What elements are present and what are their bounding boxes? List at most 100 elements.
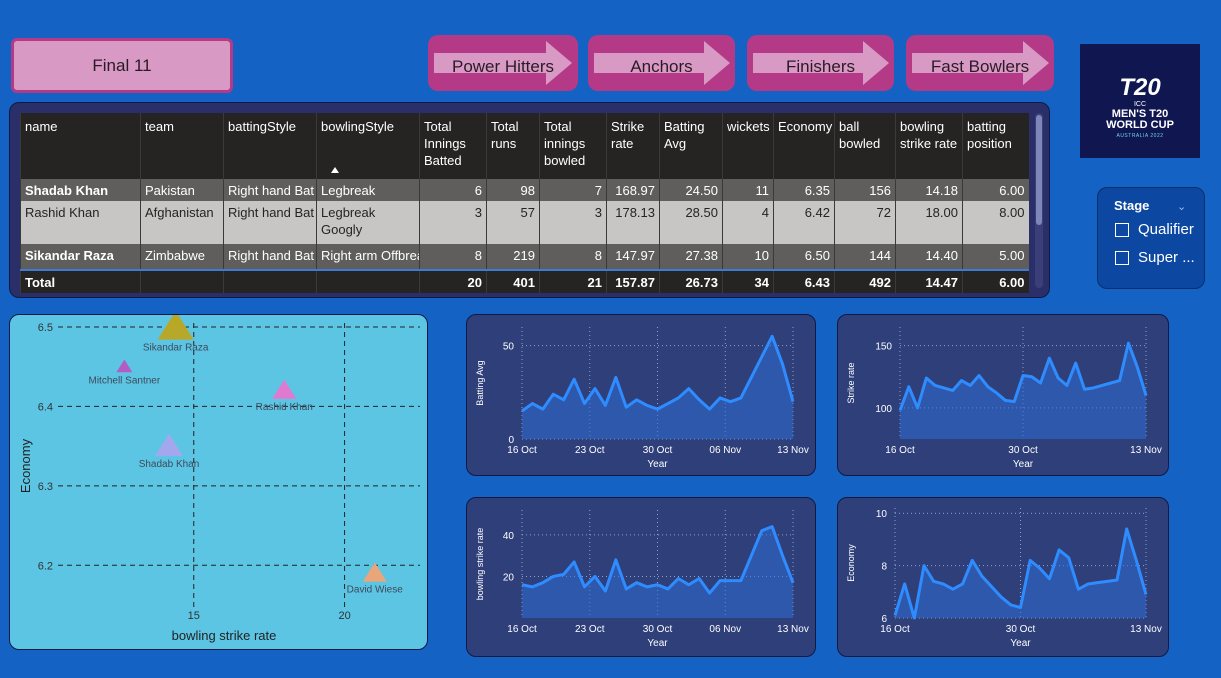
- cell: 10: [722, 244, 774, 270]
- logo-icc-text: ICC: [1133, 101, 1147, 108]
- finishers-label: Finishers: [786, 57, 855, 76]
- point-label: Sikandar Raza: [143, 343, 209, 354]
- cell: Sikandar Raza: [20, 244, 141, 270]
- arrow-shape-icon: [594, 41, 730, 85]
- cell: 11: [722, 179, 774, 201]
- series-line: [893, 527, 1148, 620]
- cell: Right arm Offbreak: [316, 244, 420, 270]
- point-label: Mitchell Santner: [89, 375, 161, 386]
- sort-ascending-icon[interactable]: [331, 167, 339, 173]
- finishers-button[interactable]: Finishers: [747, 35, 894, 91]
- cell: 6: [419, 179, 487, 201]
- col-header[interactable]: batting position: [962, 113, 1029, 179]
- y-tick-label: 20: [503, 572, 515, 583]
- table-header-row: name team battingStyle bowlingStyle Tota…: [20, 113, 1029, 179]
- table-row[interactable]: Sikandar Raza Zimbabwe Right hand Bat Ri…: [20, 244, 1029, 270]
- slicer-option-qualifier[interactable]: Qualifier: [1115, 221, 1194, 238]
- cell: 18.00: [895, 201, 963, 244]
- bowling-sr-area-svg: 20 40 16 Oct 23 Oct 30 Oct 06 Nov 13 Nov Year bo…: [475, 510, 809, 649]
- area-fill: [522, 336, 793, 439]
- cell: Legbreak Googly: [316, 201, 420, 244]
- cell: Shadab Khan: [20, 179, 141, 201]
- x-axis-title: Year: [1013, 459, 1034, 470]
- x-tick-label: 13 Nov: [1130, 445, 1162, 456]
- y-axis-title: Strike rate: [846, 362, 856, 403]
- bowling-sr-chart: 20 40 16 Oct 23 Oct 30 Oct 06 Nov 13 Nov Year bo…: [466, 497, 816, 657]
- col-header[interactable]: bowling strike rate: [895, 113, 963, 179]
- final-11-button[interactable]: Final 11: [11, 38, 233, 93]
- option-label: Qualifier: [1138, 221, 1194, 238]
- col-header[interactable]: battingStyle: [223, 113, 317, 179]
- table-scrollbar[interactable]: [1035, 113, 1043, 288]
- y-tick-label: 40: [503, 531, 515, 542]
- cell: 7: [539, 179, 607, 201]
- area-fill: [895, 528, 1146, 618]
- col-header[interactable]: Batting Avg: [659, 113, 723, 179]
- point-label: David Wiese: [347, 585, 404, 596]
- y-tick-label: 6.5: [38, 322, 53, 334]
- col-header[interactable]: wickets: [722, 113, 774, 179]
- scrollbar-thumb[interactable]: [1036, 115, 1042, 225]
- col-header[interactable]: Strike rate: [606, 113, 660, 179]
- cell: 6.35: [773, 179, 835, 201]
- cell: 147.97: [606, 244, 660, 270]
- cell: Right hand Bat: [223, 179, 317, 201]
- cell: 8.00: [962, 201, 1029, 244]
- y-axis-title: Batting Avg: [475, 360, 485, 405]
- arrow-shape-icon: [753, 41, 889, 85]
- x-tick-label: 23 Oct: [575, 445, 605, 456]
- y-axis-title: Economy: [846, 544, 856, 582]
- cell: 6.50: [773, 244, 835, 270]
- y-tick-label: 10: [876, 509, 888, 520]
- fast-bowlers-button[interactable]: Fast Bowlers: [906, 35, 1054, 91]
- option-label: Super ...: [1138, 249, 1195, 266]
- y-tick-label: 8: [881, 562, 887, 573]
- col-header[interactable]: ball bowled: [834, 113, 896, 179]
- series-line: [521, 334, 795, 413]
- checkbox[interactable]: [1115, 222, 1129, 237]
- table-row[interactable]: Shadab Khan Pakistan Right hand Bat Legb…: [20, 179, 1029, 201]
- x-tick-label: 13 Nov: [777, 624, 809, 635]
- col-header[interactable]: Total innings bowled: [539, 113, 607, 179]
- y-tick-label: 6.3: [38, 481, 53, 493]
- col-header[interactable]: team: [140, 113, 224, 179]
- series-line: [521, 525, 795, 595]
- x-tick-label: 23 Oct: [575, 624, 605, 635]
- cell: 492: [834, 269, 896, 293]
- cell: 157.87: [606, 269, 660, 293]
- checkbox[interactable]: [1115, 250, 1129, 265]
- x-tick-label: 06 Nov: [709, 624, 741, 635]
- power-hitters-button[interactable]: Power Hitters: [428, 35, 578, 91]
- cell: 5.00: [962, 244, 1029, 270]
- cell: 168.97: [606, 179, 660, 201]
- stage-slicer: Stage ⌄ Qualifier Super ...: [1097, 187, 1205, 289]
- slicer-title: Stage: [1114, 198, 1150, 213]
- col-header[interactable]: Economy: [773, 113, 835, 179]
- cell: 26.73: [659, 269, 723, 293]
- cell: 72: [834, 201, 896, 244]
- chevron-down-icon[interactable]: ⌄: [1177, 201, 1187, 213]
- point-label: Shadab Khan: [139, 459, 200, 470]
- x-axis-title: bowling strike rate: [172, 628, 277, 643]
- anchors-button[interactable]: Anchors: [588, 35, 735, 91]
- cell: Total: [20, 269, 141, 293]
- col-header[interactable]: Total Innings Batted: [419, 113, 487, 179]
- logo-subtitle-text: AUSTRALIA 2022: [1116, 133, 1164, 139]
- cell: 178.13: [606, 201, 660, 244]
- cell: Zimbabwe: [140, 244, 224, 270]
- cell: 24.50: [659, 179, 723, 201]
- col-header[interactable]: name: [20, 113, 141, 179]
- table-row[interactable]: Rashid Khan Afghanistan Right hand Bat L…: [20, 201, 1029, 244]
- y-axis-title: bowling strike rate: [475, 528, 485, 601]
- slicer-option-super[interactable]: Super ...: [1115, 249, 1195, 266]
- x-axis-title: Year: [1010, 638, 1031, 649]
- cell: 14.47: [895, 269, 963, 293]
- y-tick-label: 6.4: [38, 401, 53, 413]
- x-tick-label: 20: [338, 610, 350, 622]
- cell: Right hand Bat: [223, 244, 317, 270]
- cell: 27.38: [659, 244, 723, 270]
- x-tick-label: 16 Oct: [507, 624, 537, 635]
- cell: 14.40: [895, 244, 963, 270]
- x-axis-title: Year: [647, 459, 668, 470]
- col-header[interactable]: Total runs: [486, 113, 540, 179]
